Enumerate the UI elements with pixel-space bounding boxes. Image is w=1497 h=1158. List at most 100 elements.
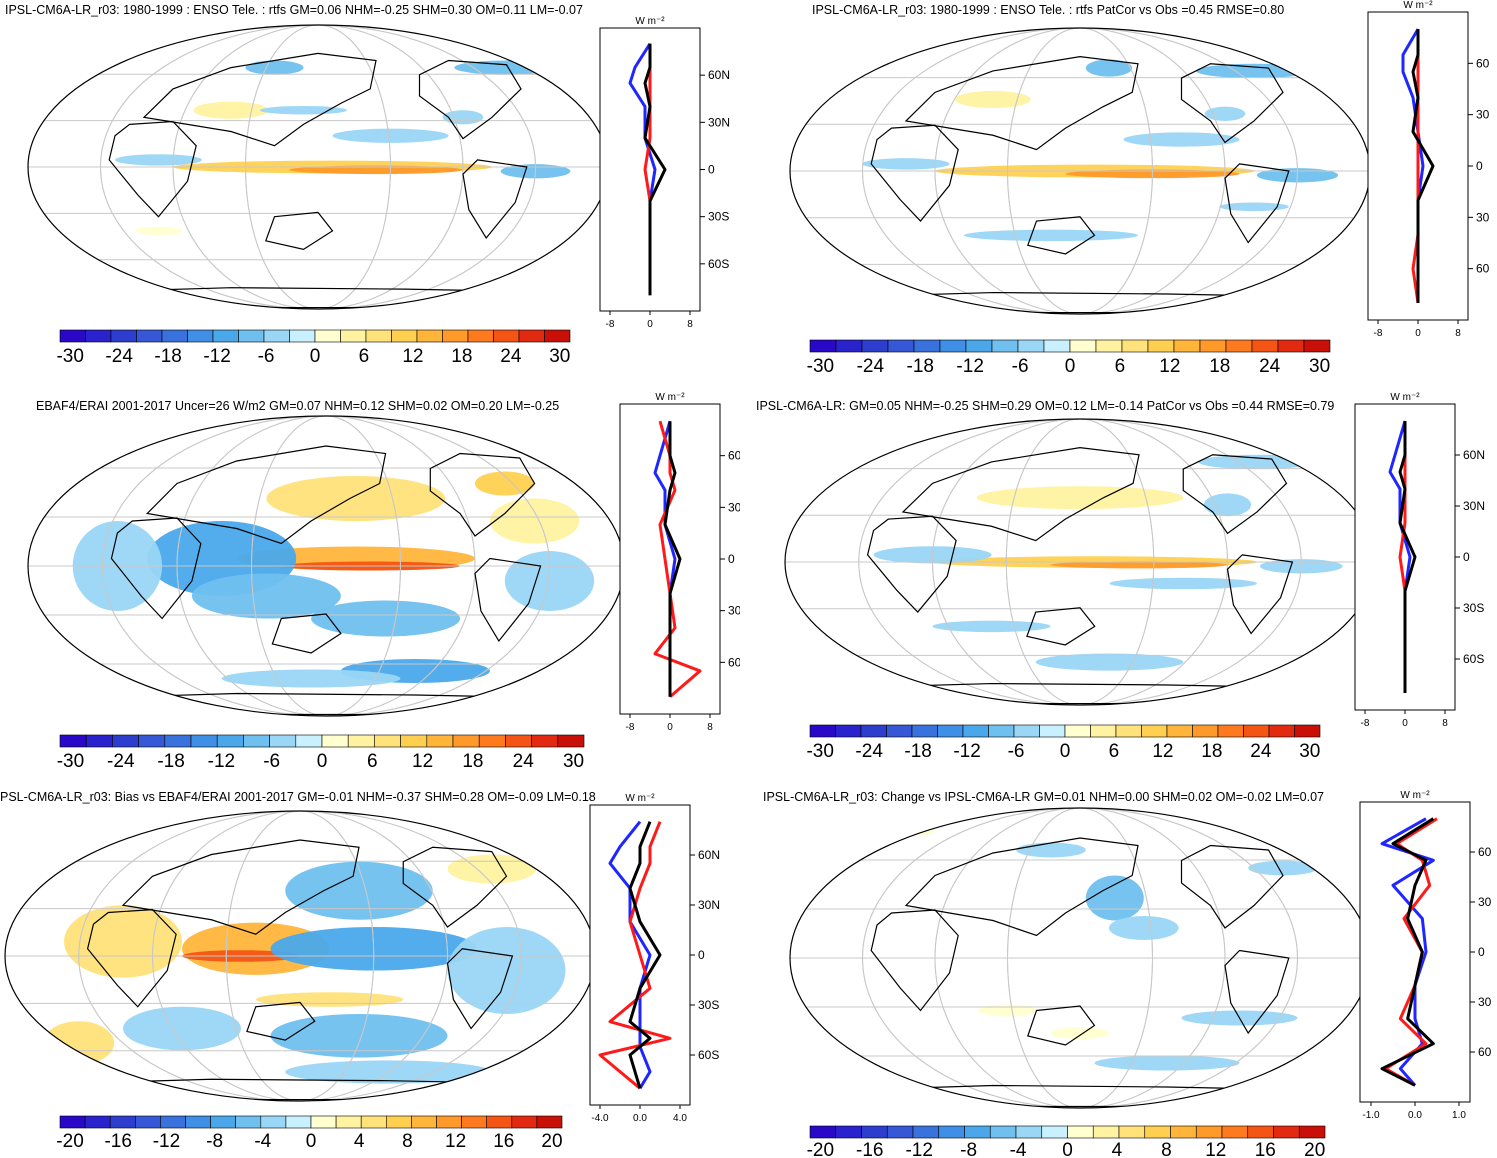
colorbar-swatch: [160, 1115, 186, 1129]
colorbar-swatch: [135, 1115, 161, 1129]
colorbar-swatch: [1173, 339, 1201, 353]
profile-x-tick-label: 0: [647, 319, 653, 330]
anomaly-region: [1203, 493, 1252, 517]
colorbar-label: 24: [1250, 741, 1272, 762]
colorbar-swatch: [1251, 339, 1279, 353]
anomaly-region: [1196, 63, 1312, 79]
colorbar-swatch: [938, 1125, 965, 1139]
continent-outline: [265, 211, 334, 251]
colorbar-label: 12: [445, 1131, 466, 1152]
colorbar-swatch: [939, 339, 967, 353]
anomaly-region: [311, 600, 461, 637]
continent-outline: [1027, 216, 1096, 255]
profile-x-tick-label: 0: [667, 722, 673, 733]
map-plot: W m⁻² -8 0 8 60N 30N 0 30S 60S -30 -24 -18 -12 -6 0 6 12…: [27, 16, 730, 367]
continent-outline: [86, 908, 177, 1008]
map-plot: W m⁻² -4.0 0.0 4.0 60N 30N 0 30S 60S -20 -16 -12 -8 -…: [4, 793, 720, 1152]
profile-unit-label: W m⁻²: [655, 392, 685, 403]
colorbar-swatch: [1043, 339, 1071, 353]
colorbar-swatch: [913, 339, 941, 353]
colorbar-label: 12: [1205, 1140, 1226, 1158]
profile-x-tick-label: 4.0: [673, 1113, 687, 1124]
longitude-gridline: [245, 25, 391, 309]
colorbar-label: 20: [541, 1131, 562, 1152]
colorbar-swatch: [1118, 1125, 1146, 1139]
colorbar-swatch: [1192, 724, 1219, 738]
profile-lat-label: 30: [1476, 210, 1490, 224]
colorbar-swatch: [988, 724, 1015, 738]
profile-x-tick-label: 0: [1415, 328, 1421, 339]
colorbar-swatch: [187, 329, 214, 343]
colorbar-swatch: [911, 724, 938, 738]
profile-x-tick-label: -8: [626, 722, 635, 733]
anomaly-region: [1248, 860, 1318, 876]
panel-p3: EBAF4/ERAI 2001-2017 Uncer=26 W/m2 GM=0.…: [0, 390, 740, 775]
continent-outline: [1026, 607, 1096, 646]
longitude-gridline: [172, 25, 464, 309]
colorbar-swatch: [347, 734, 375, 748]
colorbar-swatch: [1294, 724, 1321, 738]
panel-p1: IPSL-CM6A-LR_r03: 1980-1999 : ENSO Tele.…: [0, 0, 740, 380]
anomaly-region: [191, 573, 341, 619]
panel-title: IPSL-CM6A-LR_r03: 1980-1999 : ENSO Tele.…: [812, 3, 1285, 17]
colorbar-swatch: [235, 1115, 262, 1129]
continent-outline: [121, 839, 360, 935]
colorbar-swatch: [989, 1125, 1017, 1139]
profile-unit-label: W m⁻²: [1390, 392, 1420, 403]
colorbar-swatch: [136, 329, 163, 343]
colorbar-swatch: [1121, 339, 1149, 353]
profile-series-black: [1411, 29, 1435, 303]
continent-outline: [271, 613, 342, 654]
colorbar-label: 24: [500, 346, 522, 367]
colorbar-swatch: [85, 329, 112, 343]
colorbar-swatch: [1225, 339, 1253, 353]
colorbar-swatch: [185, 1115, 211, 1129]
colorbar-swatch: [365, 329, 392, 343]
continent-outline: [402, 846, 508, 928]
anomaly-region: [1109, 916, 1179, 940]
colorbar-label: 0: [310, 346, 321, 367]
profile-lat-label: 60N: [698, 848, 720, 862]
colorbar-swatch: [1064, 724, 1091, 738]
anomaly-region: [285, 861, 433, 920]
colorbar-swatch: [1221, 1125, 1249, 1139]
colorbar-label: 12: [412, 751, 433, 772]
continent-outline: [1224, 949, 1290, 1035]
continent-outline: [1226, 554, 1294, 635]
colorbar-swatch: [1115, 724, 1142, 738]
colorbar-label: -8: [206, 1131, 223, 1152]
colorbar-label: -6: [258, 346, 275, 367]
colorbar-swatch: [1095, 339, 1123, 353]
colorbar-swatch: [1092, 1125, 1120, 1139]
longitude-gridline: [1005, 419, 1155, 705]
colorbar-label: -6: [263, 751, 280, 772]
longitude-gridline: [932, 419, 1228, 705]
colorbar-label: -6: [1008, 741, 1025, 762]
profile-lat-label: 60N: [708, 68, 730, 82]
profile-lat-label: 30: [1478, 895, 1492, 909]
anomaly-region: [64, 905, 182, 978]
anomaly-region: [1094, 1055, 1240, 1071]
colorbar-label: 4: [1112, 1140, 1123, 1158]
colorbar-swatch: [478, 734, 506, 748]
colorbar-swatch: [360, 1115, 387, 1129]
colorbar-swatch: [238, 329, 265, 343]
colorbar-swatch: [912, 1125, 940, 1139]
colorbar-swatch: [269, 734, 297, 748]
anomaly-region: [1198, 454, 1316, 470]
continent-outline: [246, 1001, 316, 1041]
colorbar-label: -18: [907, 356, 934, 377]
profile-lat-label: 0: [1478, 945, 1485, 959]
profile-series-blue: [608, 820, 652, 1090]
colorbar-label: 6: [1109, 741, 1120, 762]
colorbar-swatch: [937, 724, 964, 738]
colorbar-swatch: [212, 329, 239, 343]
profile-lat-label: 60S: [728, 655, 740, 669]
colorbar-swatch: [886, 1125, 914, 1139]
longitude-gridline: [934, 28, 1226, 314]
profile-lat-label: 30S: [708, 210, 729, 224]
colorbar-swatch: [1170, 1125, 1197, 1139]
profile-lat-label: 30N: [708, 115, 730, 129]
anomaly-region: [489, 498, 580, 544]
continent-outline: [1180, 844, 1284, 929]
